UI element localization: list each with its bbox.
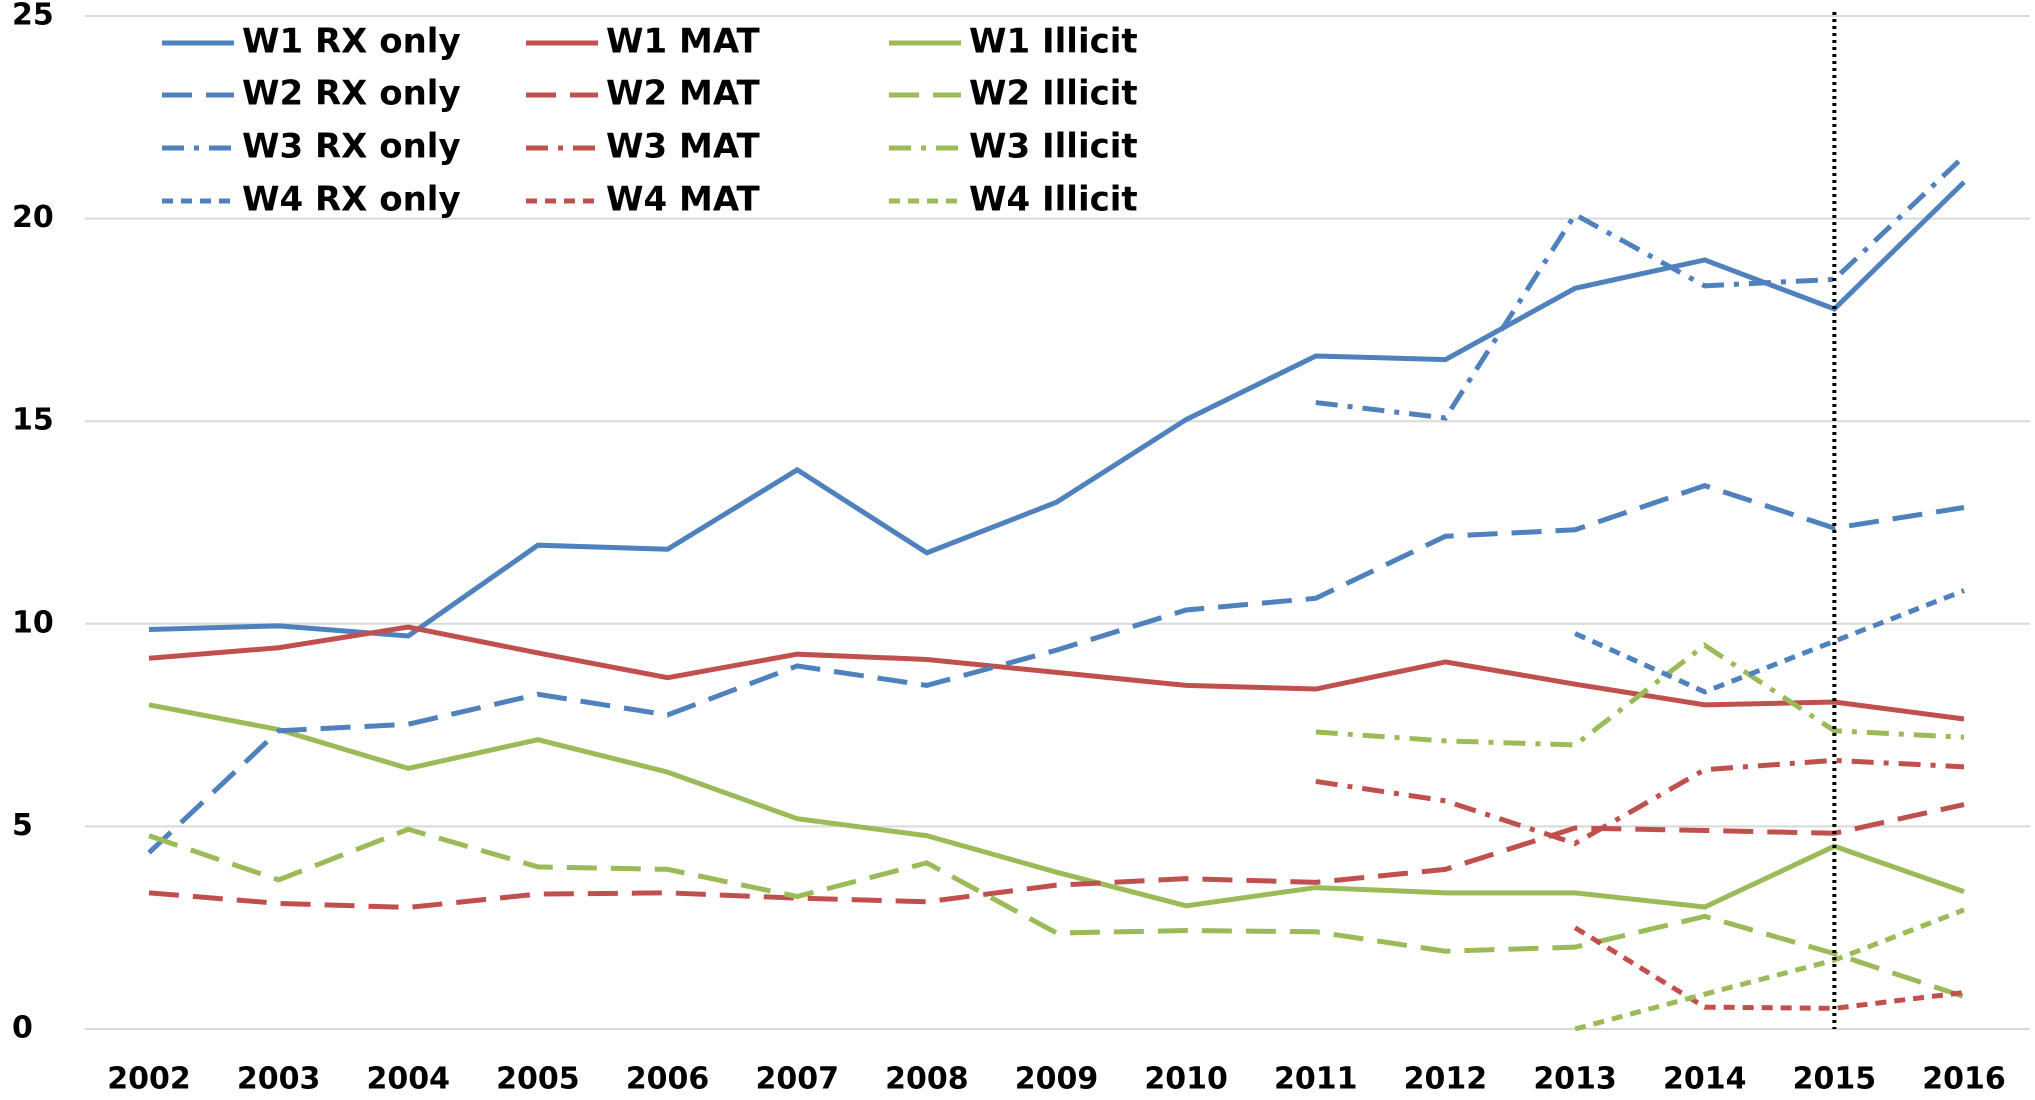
x-tick-label: 2002 xyxy=(107,1062,191,1097)
legend-label: W3 RX only xyxy=(242,127,461,167)
legend-label: W3 Illicit xyxy=(969,127,1138,167)
x-tick-label: 2012 xyxy=(1404,1062,1488,1097)
y-tick-label: 15 xyxy=(12,403,54,438)
x-tick-label: 2009 xyxy=(1015,1062,1099,1097)
y-tick-label: 0 xyxy=(12,1011,33,1046)
legend-label: W1 MAT xyxy=(606,22,761,62)
series-line xyxy=(1315,154,1966,421)
series-line xyxy=(1574,907,1965,1032)
y-tick-label: 20 xyxy=(12,200,54,235)
series-line xyxy=(148,826,1965,999)
x-tick-label: 2003 xyxy=(237,1062,321,1097)
legend-label: W2 MAT xyxy=(606,74,761,114)
series-line xyxy=(148,702,1965,910)
y-tick-label: 5 xyxy=(12,808,33,843)
series-line xyxy=(1315,757,1965,847)
x-tick-label: 2014 xyxy=(1663,1062,1747,1097)
x-tick-label: 2008 xyxy=(885,1062,969,1097)
y-tick-label: 10 xyxy=(12,605,54,640)
legend-label: W2 Illicit xyxy=(969,74,1138,114)
x-tick-label: 2015 xyxy=(1793,1062,1877,1097)
legend-label: W1 RX only xyxy=(242,22,461,62)
legend-label: W3 MAT xyxy=(606,127,761,167)
legend-label: W2 RX only xyxy=(242,74,461,114)
series-line xyxy=(1315,642,1965,748)
x-tick-label: 2005 xyxy=(496,1062,580,1097)
series-line xyxy=(1573,925,1965,1011)
series-line xyxy=(148,802,1965,910)
x-tick-label: 2004 xyxy=(367,1062,451,1097)
x-tick-label: 2010 xyxy=(1144,1062,1228,1097)
legend-label: W1 Illicit xyxy=(969,22,1138,62)
series-line xyxy=(1574,588,1965,695)
x-tick-label: 2007 xyxy=(755,1062,839,1097)
x-tick-label: 2011 xyxy=(1274,1062,1358,1097)
legend-label: W4 Illicit xyxy=(969,180,1138,220)
series-line xyxy=(148,180,1966,639)
x-tick-label: 2013 xyxy=(1533,1062,1617,1097)
y-tick-label: 25 xyxy=(12,0,54,33)
x-tick-label: 2016 xyxy=(1922,1062,2006,1097)
legend-label: W4 RX only xyxy=(242,180,461,220)
series-line xyxy=(148,624,1965,722)
legend-label: W4 MAT xyxy=(606,180,761,220)
x-tick-label: 2006 xyxy=(626,1062,710,1097)
series-line xyxy=(147,482,1965,855)
